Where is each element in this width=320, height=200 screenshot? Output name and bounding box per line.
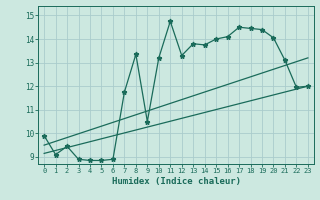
- X-axis label: Humidex (Indice chaleur): Humidex (Indice chaleur): [111, 177, 241, 186]
